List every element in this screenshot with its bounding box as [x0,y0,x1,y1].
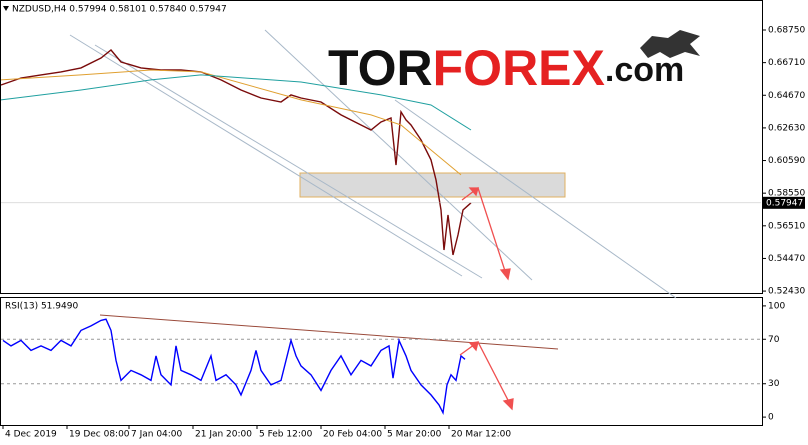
arrow-head [468,187,479,197]
price-panel [0,0,763,294]
y-tick-label: 0.52430 [768,287,805,297]
header: NZDUSD,H4 0.57994 0.58101 0.57840 0.5794… [12,5,227,15]
rsi-panel [0,297,763,426]
arrow-head [499,268,511,281]
last-price-box [763,196,805,209]
forecast-arrows [459,186,514,411]
x-tick-label: 4 Dec 2019 [5,430,57,440]
x-tick-label: 5 Mar 20:00 [387,430,442,440]
x-tick-label: 5 Feb 12:00 [259,430,313,440]
logo-part: FOREX [433,40,605,96]
y-tick-label: 0.54470 [768,254,805,264]
resistance-zone [299,172,566,198]
y-tick-label: 0.66710 [768,58,805,68]
trend-line [94,44,483,279]
last-price-label: 0.57947 [766,198,803,208]
y-tick-label: 0.62630 [768,123,805,133]
trend-line [264,29,533,281]
trend-lines [69,29,677,299]
series-line [0,69,462,176]
y-tick-label: 70 [768,335,780,345]
header-icon [3,6,9,11]
rsi-trend-line [99,314,559,350]
rsi-label: RSI(13) 51.9490 [5,302,78,312]
y-tick-label: 0.60590 [768,156,805,166]
x-tick-label: 7 Jan 04:00 [131,430,183,440]
logo-bull [640,30,700,58]
y-tick-label: 30 [768,379,780,389]
x-tick-label: 20 Feb 04:00 [323,430,382,440]
y-tick-label: 0.56510 [768,221,805,231]
trend-line [69,34,463,277]
trend-line [394,99,677,299]
y-tick-label: 0.64670 [768,91,805,101]
y-tick-label: 100 [768,301,785,311]
logo-part: TOR [328,40,433,96]
arrow-head [468,341,479,352]
x-tick-label: 19 Dec 08:00 [69,430,130,440]
y-tick-label: 0.68750 [768,25,805,35]
series-line [0,49,472,256]
arrow-head [502,398,514,411]
x-tick-label: 20 Mar 12:00 [451,430,511,440]
y-tick-label: 0.58550 [768,189,805,199]
series-line [2,318,466,415]
x-tick-label: 21 Jan 20:00 [195,430,252,440]
y-tick-label: 0 [768,413,774,423]
plot: 0.68750 0.66710 0.64670 0.62630 0.60590 0.585… [0,25,805,440]
series-line [0,74,472,131]
